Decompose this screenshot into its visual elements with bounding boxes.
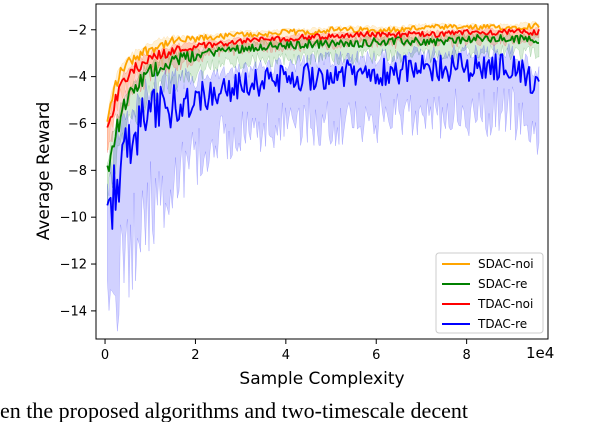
y-tick-label: −4 (68, 70, 87, 85)
series-band (107, 43, 540, 332)
caption-fragment: en the proposed algorithms and two-times… (0, 400, 468, 422)
y-tick-label: −10 (60, 211, 87, 226)
legend-box (435, 252, 544, 334)
x-tick-label: 8 (462, 348, 470, 363)
y-tick-label: −12 (60, 258, 87, 273)
y-axis-label: Average Reward (34, 102, 54, 241)
series-line (106, 52, 540, 230)
plot-frame (95, 3, 549, 340)
y-axis-ticks: −14 −12 −10 −8 −6 −4 −2 (60, 23, 96, 319)
series-line (106, 28, 540, 128)
x-axis-label: Sample Complexity (239, 369, 404, 389)
legend-label: SDAC-noi (478, 257, 534, 271)
legend-label: SDAC-re (478, 277, 527, 291)
y-tick-label: −2 (68, 23, 87, 38)
x-tick-label: 0 (101, 348, 109, 363)
y-tick-label: −8 (68, 164, 87, 179)
legend-label: TDAC-re (477, 317, 527, 331)
x-axis-multiplier: 1e4 (526, 344, 554, 362)
x-tick-label: 2 (191, 348, 199, 363)
series-line (106, 22, 540, 122)
legend: SDAC-noi SDAC-re TDAC-noi TDAC-re (435, 252, 544, 334)
y-tick-label: −6 (68, 117, 87, 132)
legend-label: TDAC-noi (477, 297, 533, 311)
x-tick-label: 6 (372, 348, 380, 363)
x-axis-ticks: 0 2 4 6 8 (101, 339, 471, 363)
series-lines (106, 22, 540, 230)
series-line (106, 34, 539, 173)
x-tick-label: 4 (282, 348, 290, 363)
y-tick-label: −14 (60, 304, 87, 319)
